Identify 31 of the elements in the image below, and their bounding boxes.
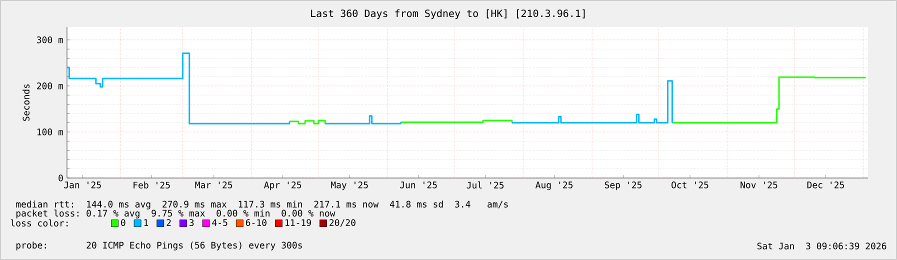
x-tick-label: Apr '25 <box>264 182 302 190</box>
x-tick-label: Aug '25 <box>535 182 573 190</box>
legend-label: 1 <box>144 219 148 226</box>
legend-label: 6-10 <box>246 219 266 226</box>
x-tick-label: Jan '25 <box>64 182 101 188</box>
text: packet loss: 0.17 % avg 9.75 % max 0.00 % min 0.00 % now <box>16 210 336 218</box>
legend-label: 2 <box>166 219 171 226</box>
x-tick-label: Oct '25 <box>672 182 708 188</box>
x-tick-label: Jul '25 <box>466 182 504 189</box>
y-tick-label: 100 m <box>37 128 64 136</box>
y-axis-title: Seconds <box>22 84 30 121</box>
x-tick-label: Dec '25 <box>807 182 844 188</box>
text: median rtt: 144.0 ms avg 270.9 ms max 117.3 ms min 217.1 ms now 41.8 ms sd 3.4 am/s <box>16 200 508 210</box>
x-tick-label: Mar '25 <box>195 182 232 188</box>
legend-label: 4-5 <box>212 219 228 226</box>
x-tick-label: Sep '25 <box>604 182 642 190</box>
legend-label: 3 <box>190 219 194 226</box>
y-tick-label: 0 <box>58 174 63 182</box>
y-tick-label: 200 m <box>37 82 64 90</box>
legend-label: 0 <box>121 219 126 226</box>
text: Sat Jan 3 09:06:39 2026 <box>757 242 886 250</box>
x-tick-label: May '25 <box>330 182 368 190</box>
x-tick-label: Nov '25 <box>740 182 778 188</box>
text: probe: 20 ICMP Echo Pings (56 Bytes) every 300s <box>16 242 302 250</box>
legend-label: 11-19 <box>286 219 311 226</box>
legend-title: loss color: <box>10 219 68 227</box>
x-tick-label: Jun '25 <box>400 182 437 188</box>
chart-title: Last 360 Days from Sydney to [HK] [210.3.96.1] <box>311 9 585 20</box>
x-tick-label: Feb '25 <box>134 182 170 188</box>
y-tick-label: 300 m <box>36 36 64 44</box>
legend-label: 20/20 <box>330 219 356 227</box>
